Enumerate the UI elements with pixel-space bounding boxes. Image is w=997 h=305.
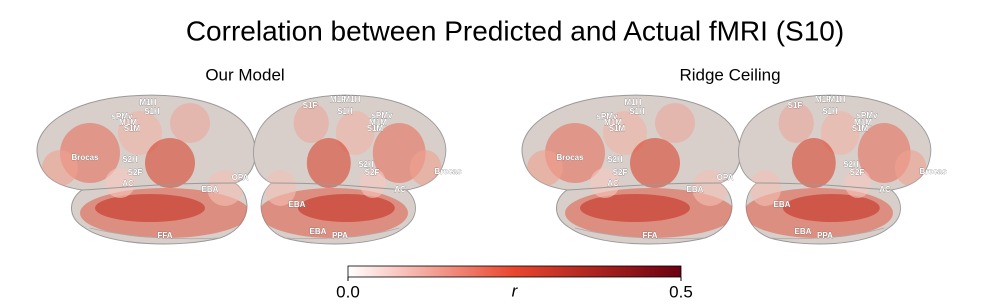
region-label: S2H	[122, 155, 138, 164]
region-label: OPA	[232, 173, 249, 182]
region-label: OPA	[717, 173, 734, 182]
panel-title: Ridge Ceiling	[679, 65, 780, 84]
region-label: PPA	[332, 231, 348, 240]
right-hemisphere	[253, 95, 445, 244]
left-hemisphere	[37, 95, 256, 244]
region-label: M1F	[815, 95, 831, 104]
right-hemisphere	[738, 95, 930, 244]
region-label: S2F	[365, 168, 380, 177]
region-label: S2H	[607, 155, 623, 164]
region-label: S1F	[788, 101, 803, 110]
region-label: Brocas	[919, 167, 947, 176]
region-label: M1M	[604, 118, 622, 127]
region-label: S1H	[144, 107, 160, 116]
colorbar-tick-label: 0.0	[336, 282, 360, 301]
region-label: FFA	[157, 231, 172, 240]
region-label: S1M	[367, 124, 384, 133]
region-label: M1H	[829, 95, 846, 104]
colorbar	[347, 265, 682, 278]
region-label: EBA	[289, 200, 306, 209]
region-label: PPA	[817, 231, 833, 240]
region-label: AC	[394, 185, 406, 194]
region-label: M1H	[140, 98, 157, 107]
region-label: Brocas	[71, 153, 99, 162]
region-label: S1H	[629, 107, 645, 116]
region-label: EBA	[795, 227, 812, 236]
region-label: Brocas	[556, 153, 584, 162]
region-label: EBA	[310, 227, 327, 236]
region-label: EBA	[774, 200, 791, 209]
region-label: S2F	[850, 168, 865, 177]
region-label: S1M	[124, 124, 141, 133]
region-label: M1M	[854, 118, 872, 127]
region-label: S2F	[613, 168, 628, 177]
region-label: S2H	[843, 160, 859, 169]
region-label: FFA	[642, 231, 657, 240]
region-label: AC	[122, 179, 134, 188]
region-label: AC	[879, 185, 891, 194]
region-label: sPMv	[857, 111, 878, 120]
left-hemisphere	[522, 95, 741, 244]
region-label: sPMv	[597, 112, 618, 121]
region-label: AC	[607, 179, 619, 188]
region-label: S1M	[609, 124, 626, 133]
colorbar-tick-label: 0.5	[669, 282, 693, 301]
region-label: sPMv	[112, 112, 133, 121]
region-label: EBA	[202, 185, 219, 194]
region-label: M1M	[369, 118, 387, 127]
region-label: M1M	[119, 118, 137, 127]
region-label: S1F	[303, 101, 318, 110]
region-label: S2H	[358, 160, 374, 169]
region-label: M1F	[330, 95, 346, 104]
region-label: S1M	[852, 124, 869, 133]
region-label: S1H	[337, 107, 353, 116]
title: Correlation between Predicted and Actual…	[186, 15, 844, 46]
panel-title: Our Model	[205, 65, 284, 84]
region-label: M1H	[625, 98, 642, 107]
region-label: M1H	[344, 95, 361, 104]
region-label: S2F	[128, 168, 143, 177]
region-label: EBA	[687, 185, 704, 194]
region-label: sPMv	[372, 111, 393, 120]
region-label: Brocas	[434, 167, 462, 176]
colorbar-label: r	[512, 281, 519, 300]
region-label: S1H	[822, 107, 838, 116]
